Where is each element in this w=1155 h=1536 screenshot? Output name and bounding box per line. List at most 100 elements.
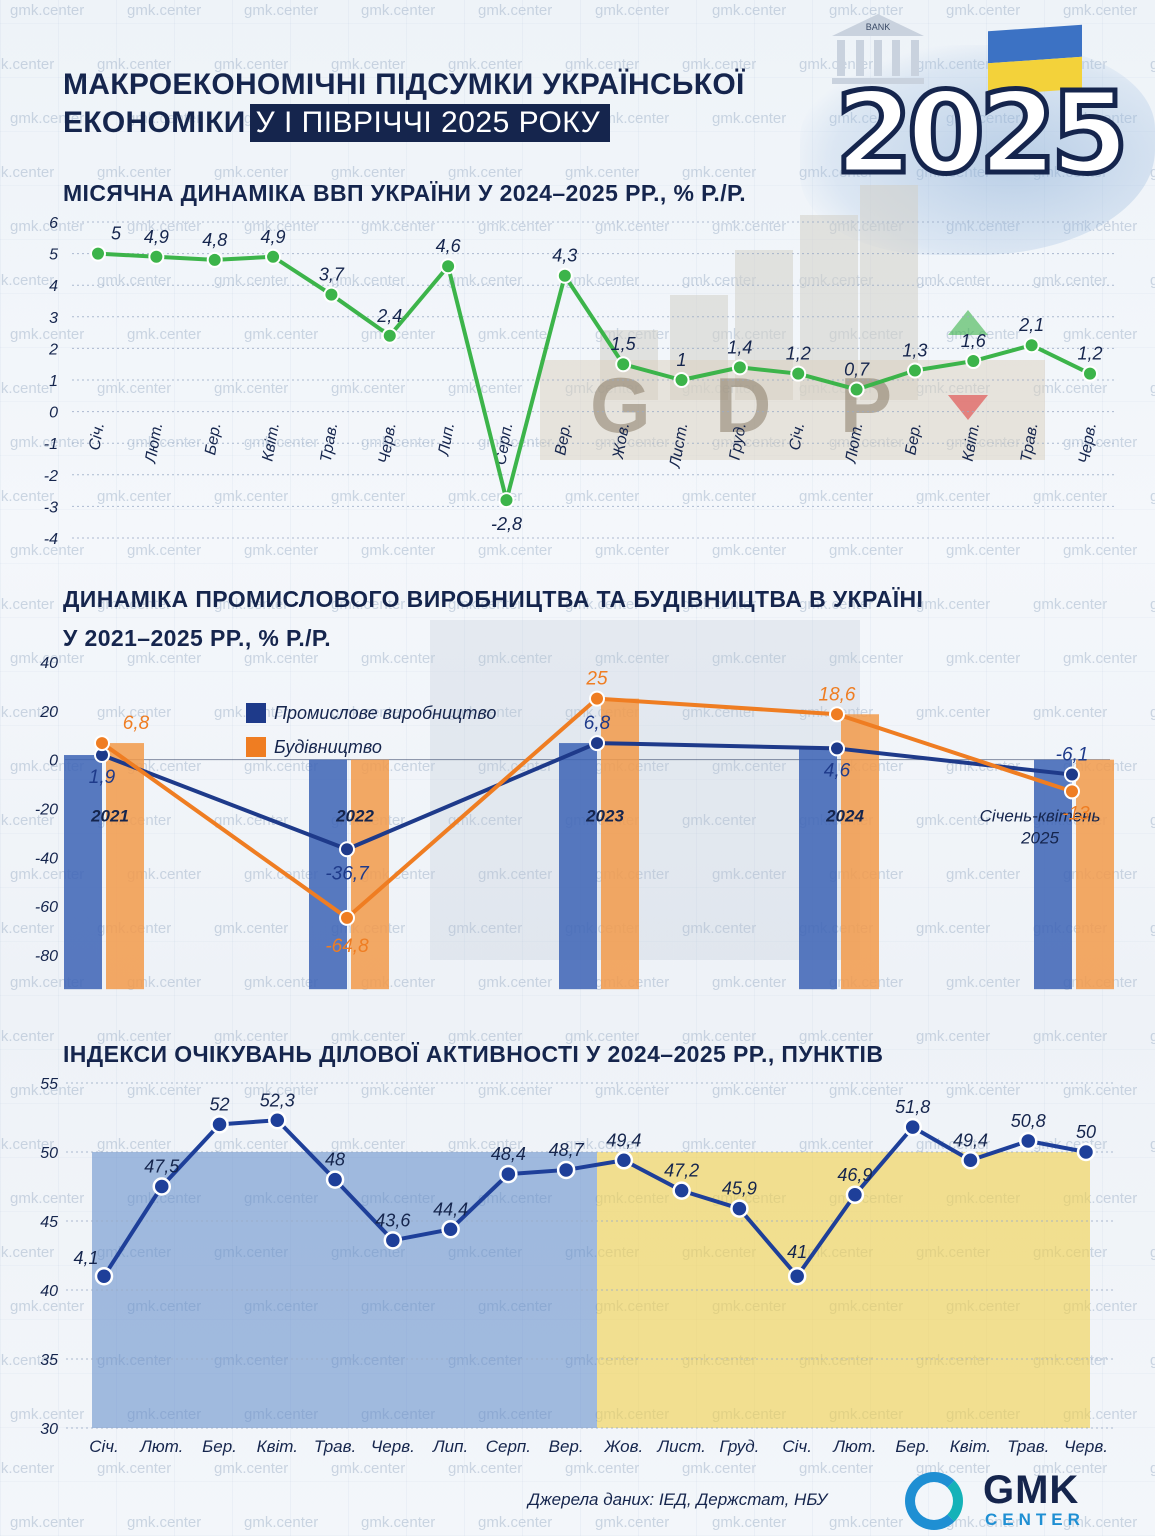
gdp-xtick-label: Груд. xyxy=(727,421,750,461)
business-xtick-label: Черв. xyxy=(371,1437,415,1456)
business-xtick-label: Лист. xyxy=(656,1437,705,1456)
construction-data-point xyxy=(829,706,845,723)
gdp-xtick-label: Січ. xyxy=(86,421,108,451)
gdp-xtick-label: Бер. xyxy=(202,421,224,456)
watermark-text: gmk.center xyxy=(361,1514,436,1531)
business-data-point xyxy=(556,1160,576,1180)
gdp-chart-title: МІСЯЧНА ДИНАМІКА ВВП УКРАЇНИ У 2024–2025… xyxy=(63,180,747,206)
business-data-label: 46,9 xyxy=(837,1165,872,1185)
business-ytick-label: 45 xyxy=(40,1214,58,1231)
industry-category-label: 2022 xyxy=(335,807,374,826)
business-data-point xyxy=(499,1164,518,1184)
construction-bar xyxy=(1076,759,1114,990)
construction-bar xyxy=(351,759,389,990)
gdp-ytick-label: 1 xyxy=(49,373,58,390)
industrial-photo-backdrop xyxy=(430,620,860,960)
industry-ytick-label: -60 xyxy=(35,899,58,916)
data-source: Джерела даних: ІЕД, Держстат, НБУ xyxy=(528,1490,828,1509)
business-data-label: 41 xyxy=(787,1242,807,1262)
business-data-point xyxy=(152,1177,172,1196)
business-data-label: 45,9 xyxy=(722,1179,757,1199)
industry-data-label: -6,1 xyxy=(1056,745,1089,766)
business-xtick-label: Жов. xyxy=(604,1437,644,1456)
industry-category-label: 2021 xyxy=(90,807,129,826)
gdp-data-label: 1,2 xyxy=(786,344,811,364)
gdp-data-label: 1,2 xyxy=(1077,344,1102,364)
bank-icon: BANK xyxy=(832,14,924,86)
business-xtick-label: Січ. xyxy=(89,1437,119,1456)
gdp-data-point xyxy=(965,353,982,370)
business-xtick-label: Лип. xyxy=(432,1437,468,1456)
legend-label-industry: Промислове виробництво xyxy=(274,702,497,723)
gdp-data-point xyxy=(498,492,515,509)
business-series-line xyxy=(102,1118,1087,1279)
industry-data-point xyxy=(1064,766,1080,783)
gdp-ytick-label: -2 xyxy=(44,468,58,485)
gdp-data-point xyxy=(206,251,223,268)
page-title-line1: МАКРОЕКОНОМІЧНІ ПІДСУМКИ УКРАЇНСЬКОЇ xyxy=(63,68,745,101)
business-data-point xyxy=(787,1266,807,1286)
business-xtick-label: Черв. xyxy=(1064,1437,1108,1456)
watermark-text: gmk.center xyxy=(244,1514,319,1531)
industry-bar xyxy=(1034,759,1072,990)
watermark-text: gmk.center xyxy=(712,1514,787,1531)
gdp-letter: G xyxy=(590,361,651,449)
business-data-label: 44,4 xyxy=(433,1199,468,1219)
industry-bar xyxy=(799,748,837,990)
construction-data-point xyxy=(589,690,605,707)
industry-bar xyxy=(64,755,102,990)
legend-item-construction: Будівництво xyxy=(246,730,496,764)
industry-data-point xyxy=(589,735,605,752)
industry-ytick-label: -40 xyxy=(35,850,58,867)
gdp-letter: D xyxy=(715,361,771,449)
business-data-point xyxy=(1076,1142,1096,1162)
gdp-data-label: 3,7 xyxy=(319,265,345,285)
gdp-data-label: 4,9 xyxy=(261,227,286,247)
gdp-letter: P xyxy=(840,361,892,449)
business-xtick-label: Вер. xyxy=(549,1437,584,1456)
business-ytick-label: 35 xyxy=(40,1352,58,1369)
business-data-point xyxy=(325,1170,345,1189)
watermark-text: gmk.center xyxy=(478,1514,553,1531)
industry-construction-chart: 40 20 0 -20 -40 -60 -80 2021 2022 2023 2024 Січень-… xyxy=(35,620,1114,990)
gdp-ytick-label: -4 xyxy=(44,531,58,548)
gdp-data-label: 2,1 xyxy=(1018,315,1044,335)
business-data-point xyxy=(441,1220,460,1239)
gdp-data-point xyxy=(556,267,573,284)
gdp-data-label: 1,4 xyxy=(727,337,752,357)
watermark-text: gmk.center xyxy=(829,1514,904,1531)
gdp-ytick-label: -3 xyxy=(44,499,58,516)
industry-chart-title-line1: ДИНАМІКА ПРОМИСЛОВОГО ВИРОБНИЦТВА ТА БУД… xyxy=(63,586,924,612)
business-data-label: 48,7 xyxy=(549,1140,585,1160)
industry-data-label: 1,9 xyxy=(89,767,116,788)
gdp-ytick-label: 2 xyxy=(48,341,58,358)
gdp-data-point xyxy=(673,372,690,388)
construction-data-point xyxy=(1064,783,1080,800)
industry-bar xyxy=(559,743,597,990)
page-title: МАКРОЕКОНОМІЧНІ ПІДСУМКИ УКРАЇНСЬКОЇ ЕКО… xyxy=(63,66,823,142)
business-data-label: 48 xyxy=(325,1150,345,1170)
gdp-data-point xyxy=(90,245,106,262)
business-expectations-chart: 55 50 45 40 35 30 Січ. Лют. Бер. Квіт. Трав. Черв. Л… xyxy=(40,1076,1115,1456)
business-data-label: 49,4 xyxy=(953,1130,988,1150)
gdp-data-label: 2,4 xyxy=(376,306,402,326)
gdp-data-point xyxy=(615,356,632,373)
gdp-xtick-label: Лип. xyxy=(435,421,458,458)
business-xtick-label: Груд. xyxy=(719,1437,759,1456)
industry-category-label: 2025 xyxy=(1020,829,1059,848)
year-badge: 2025 xyxy=(833,69,1132,199)
business-ytick-label: 40 xyxy=(40,1283,58,1300)
business-data-label: 43,6 xyxy=(375,1210,411,1230)
gdp-ytick-label: 5 xyxy=(49,247,58,264)
industry-data-label: -36,7 xyxy=(325,863,370,884)
business-xtick-label: Лют. xyxy=(832,1437,876,1456)
business-data-label: 47,2 xyxy=(664,1161,699,1181)
business-data-point xyxy=(210,1115,229,1134)
gdp-ytick-label: 3 xyxy=(49,310,58,327)
construction-data-label: -13 xyxy=(1062,803,1090,824)
business-data-point xyxy=(383,1231,403,1250)
gdp-xtick-label: Трав. xyxy=(318,421,342,463)
business-xtick-label: Квіт. xyxy=(950,1437,991,1456)
gdp-xtick-label: Квіт. xyxy=(960,421,984,462)
industry-data-label: 6,8 xyxy=(584,713,611,734)
